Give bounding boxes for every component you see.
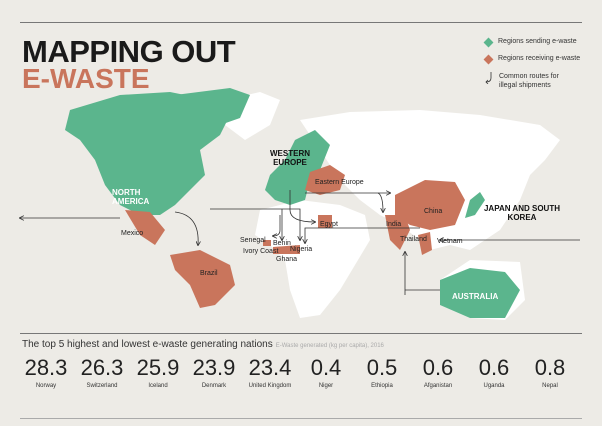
stat-country: Iceland bbox=[148, 383, 168, 389]
stat-value: 0.6 bbox=[422, 355, 454, 380]
label-brazil: Brazil bbox=[200, 270, 218, 277]
legend-routes: Common routes for illegal shipments bbox=[485, 72, 569, 90]
stat-country: Nepal bbox=[542, 383, 558, 389]
label-eastern-europe: Eastern Europe bbox=[315, 179, 364, 186]
eastern-europe-region bbox=[305, 165, 345, 195]
legend-label: Regions sending e-waste bbox=[498, 38, 577, 45]
title-line-1: MAPPING OUT bbox=[22, 34, 236, 69]
stat-value: 26.3 bbox=[80, 355, 124, 380]
world-map bbox=[0, 88, 580, 320]
stat-value: 0.6 bbox=[478, 355, 510, 380]
stat-item: 28.3 Norway bbox=[18, 355, 74, 390]
label-nigeria: Nigeria bbox=[290, 246, 313, 253]
curved-arrow-icon bbox=[485, 72, 492, 84]
mexico-region bbox=[125, 210, 165, 245]
stats-subtitle: E-Waste generated (kg per capita), 2016 bbox=[275, 343, 384, 349]
receiving-regions bbox=[125, 165, 465, 308]
stat-item: 0.6 Afganistan bbox=[410, 355, 466, 390]
label-japan-korea: JAPAN AND SOUTH KOREA bbox=[483, 204, 560, 222]
stat-country: Denmark bbox=[201, 383, 227, 389]
stat-country: Ethiopia bbox=[371, 383, 393, 389]
stat-value: 23.9 bbox=[192, 355, 236, 380]
stats-heading: The top 5 highest and lowest e-waste gen… bbox=[22, 339, 384, 350]
legend-label: Common routes for illegal shipments bbox=[499, 73, 559, 89]
stat-item: 23.9 Denmark bbox=[186, 355, 242, 390]
label-western-europe: WESTERN EUROPE bbox=[270, 149, 310, 167]
stat-value: 25.9 bbox=[136, 355, 180, 380]
stat-country: United Kingdom bbox=[248, 383, 292, 389]
stats-bottom-divider bbox=[20, 418, 582, 419]
label-australia: AUSTRALIA bbox=[452, 292, 499, 301]
stat-item: 0.4 Niger bbox=[298, 355, 354, 390]
north-america-region bbox=[65, 92, 230, 215]
stat-item: 25.9 Iceland bbox=[130, 355, 186, 390]
japan-region bbox=[465, 192, 485, 218]
label-china: China bbox=[424, 208, 443, 215]
stat-value: 0.4 bbox=[310, 355, 342, 380]
stat-value: 0.5 bbox=[366, 355, 398, 380]
stat-country: Uganda bbox=[483, 383, 505, 389]
top-divider bbox=[20, 22, 582, 23]
legend-receiving: Regions receiving e-waste bbox=[483, 54, 581, 65]
stat-country: Niger bbox=[318, 383, 334, 389]
label-vietnam: Vietnam bbox=[437, 238, 463, 245]
label-senegal: Senegal bbox=[240, 237, 266, 244]
title-line-2: E-WASTE bbox=[22, 63, 150, 94]
stat-item: 26.3 Switzerland bbox=[74, 355, 130, 390]
stats-title: The top 5 highest and lowest e-waste gen… bbox=[22, 339, 273, 350]
stat-value: 0.8 bbox=[534, 355, 566, 380]
stat-value: 23.4 bbox=[248, 355, 292, 380]
label-india: India bbox=[386, 221, 402, 228]
stats-top-divider bbox=[20, 333, 582, 334]
label-benin: Benin bbox=[273, 240, 291, 247]
sending-regions bbox=[65, 88, 520, 318]
china-region bbox=[395, 180, 465, 230]
egypt-region bbox=[318, 215, 332, 228]
stat-item: 0.8 Nepal bbox=[522, 355, 578, 390]
stat-item: 0.5 Ethiopia bbox=[354, 355, 410, 390]
label-ghana: Ghana bbox=[276, 256, 298, 263]
stat-item: 23.4 United Kingdom bbox=[242, 355, 298, 390]
stat-country: Switzerland bbox=[86, 383, 118, 389]
label-mexico: Mexico bbox=[121, 230, 144, 237]
thailand-vietnam-region bbox=[418, 232, 432, 255]
stat-item: 0.6 Uganda bbox=[466, 355, 522, 390]
label-north-america: NORTH AMERICA bbox=[112, 188, 150, 206]
brazil-region bbox=[170, 250, 235, 308]
greenland-region bbox=[175, 88, 250, 125]
legend-sending: Regions sending e-waste bbox=[483, 37, 577, 48]
shipment-routes bbox=[20, 190, 580, 295]
legend-label: Regions receiving e-waste bbox=[498, 55, 581, 62]
label-thailand: Thailand bbox=[400, 236, 427, 243]
india-region bbox=[385, 215, 410, 250]
stat-value: 28.3 bbox=[24, 355, 68, 380]
label-egypt: Egypt bbox=[320, 221, 338, 228]
western-europe-region bbox=[265, 130, 330, 205]
stats-row: 28.3 Norway 26.3 Switzerland 25.9 Iceland 23.9… bbox=[18, 355, 578, 390]
stat-country: Norway bbox=[35, 383, 57, 389]
label-ivory-coast: Ivory Coast bbox=[243, 248, 279, 255]
australia-region bbox=[440, 268, 520, 318]
stat-country: Afganistan bbox=[423, 383, 453, 389]
